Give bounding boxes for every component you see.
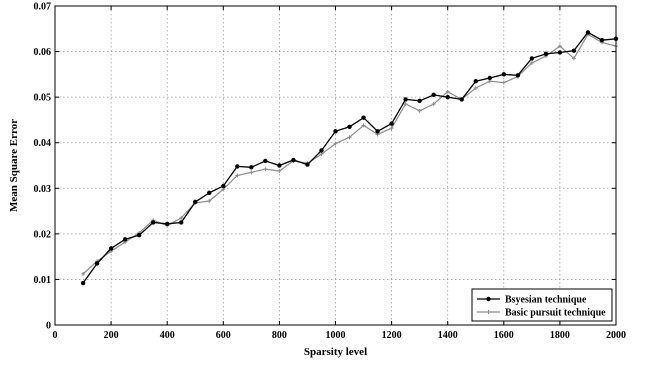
x-tick-label: 1000: [326, 330, 346, 341]
data-point-bayesian: [599, 37, 605, 43]
series-layer: [80, 30, 619, 286]
x-tick-label: 2000: [606, 330, 626, 341]
x-tick-label: 600: [216, 330, 231, 341]
data-point-bayesian: [571, 48, 577, 53]
data-point-bayesian: [501, 72, 506, 77]
data-point-basic-pursuit: [389, 126, 394, 131]
y-tick-label: 0.07: [34, 2, 52, 13]
data-point-bayesian: [333, 129, 338, 134]
data-point-basic-pursuit: [235, 173, 240, 178]
y-tick-label: 0.03: [34, 184, 52, 195]
y-tick-label: 0.06: [34, 47, 52, 58]
x-tick-label: 200: [104, 330, 119, 341]
data-point-bayesian: [361, 115, 366, 120]
data-point-bayesian: [263, 158, 268, 164]
x-tick-label: 1400: [438, 330, 458, 341]
y-tick-label: 0.05: [34, 93, 52, 104]
y-tick-labels: 0 0.01 0.02 0.03 0.04 0.05 0.06 0.07: [34, 2, 52, 332]
data-point-basic-pursuit: [431, 101, 436, 106]
data-point-bayesian: [543, 51, 549, 57]
data-point-bayesian: [122, 237, 128, 242]
data-point-bayesian: [150, 220, 156, 225]
data-point-bayesian: [291, 157, 296, 163]
data-point-bayesian: [347, 124, 352, 129]
data-point-basic-pursuit: [347, 135, 352, 140]
legend-box: [471, 288, 613, 322]
data-point-bayesian: [165, 221, 170, 227]
data-point-bayesian: [417, 98, 422, 103]
data-point-basic-pursuit: [319, 152, 324, 157]
x-tick-label: 0: [53, 330, 58, 341]
data-point-bayesian: [108, 246, 114, 251]
data-point-basic-pursuit: [445, 89, 450, 94]
y-tick-label: 0.04: [34, 138, 52, 149]
data-point-bayesian: [305, 162, 310, 167]
data-point-bayesian: [179, 220, 184, 225]
data-point-basic-pursuit: [361, 123, 366, 128]
data-point-bayesian: [459, 97, 464, 102]
x-tick-label: 1600: [494, 330, 514, 341]
data-point-bayesian: [515, 73, 521, 78]
legend-marker-bayesian: [486, 296, 491, 302]
data-point-bayesian: [529, 56, 535, 61]
data-point-basic-pursuit: [473, 86, 478, 91]
data-point-bayesian: [207, 190, 212, 196]
x-tick-labels: 0 200 400 600 800 1000 1200 1400 1600 1800 2000: [53, 330, 627, 341]
data-point-basic-pursuit: [277, 168, 282, 173]
x-tick-label: 400: [160, 330, 175, 341]
data-point-bayesian: [431, 92, 436, 98]
data-point-basic-pursuit: [529, 60, 534, 65]
y-axis-title: Mean Square Error: [8, 119, 20, 212]
data-point-bayesian: [557, 50, 563, 55]
legend-marker-basic-pursuit: [486, 310, 491, 314]
x-tick-label: 800: [272, 330, 287, 341]
data-point-bayesian: [403, 97, 408, 102]
series-line-bayesian: [82, 31, 617, 284]
data-point-bayesian: [136, 233, 142, 238]
data-point-basic-pursuit: [571, 56, 576, 61]
data-point-basic-pursuit: [417, 108, 422, 113]
data-point-bayesian: [235, 164, 240, 169]
data-point-bayesian: [389, 121, 394, 126]
data-point-basic-pursuit: [403, 101, 408, 106]
legend-label-basic-pursuit: Basic pursuit technique: [505, 308, 606, 319]
x-tick-label: 1800: [550, 330, 570, 341]
data-point-basic-pursuit: [501, 80, 506, 85]
data-point-bayesian: [277, 163, 282, 168]
series-line-basic-pursuit: [82, 33, 617, 275]
legend: Bsyesian technique Basic pursuit techniq…: [471, 288, 613, 322]
data-point-bayesian: [319, 148, 324, 153]
plot-frame: [54, 5, 617, 326]
data-point-basic-pursuit: [81, 271, 86, 276]
data-point-basic-pursuit: [263, 167, 268, 172]
data-point-bayesian: [249, 165, 254, 170]
data-point-basic-pursuit: [557, 44, 562, 49]
data-point-bayesian: [473, 78, 478, 84]
data-point-basic-pursuit: [179, 215, 184, 220]
data-point-basic-pursuit: [249, 170, 254, 175]
data-point-bayesian: [94, 261, 100, 266]
x-tick-label: 1200: [382, 330, 402, 341]
data-point-bayesian: [193, 199, 198, 205]
grid: [55, 6, 616, 325]
y-tick-label: 0.02: [34, 229, 52, 240]
data-point-bayesian: [221, 183, 226, 189]
data-point-bayesian: [585, 30, 591, 35]
y-tick-label: 0.01: [34, 275, 52, 286]
data-point-bayesian: [375, 129, 380, 134]
ticks: [54, 5, 617, 326]
data-point-bayesian: [445, 94, 450, 100]
data-point-basic-pursuit: [207, 199, 212, 204]
data-point-bayesian: [487, 75, 492, 81]
data-point-bayesian: [80, 280, 86, 286]
x-axis-title: Sparsity level: [304, 346, 367, 358]
data-point-basic-pursuit: [333, 141, 338, 146]
y-tick-label: 0: [46, 321, 51, 332]
legend-label-bayesian: Bsyesian technique: [505, 295, 587, 306]
